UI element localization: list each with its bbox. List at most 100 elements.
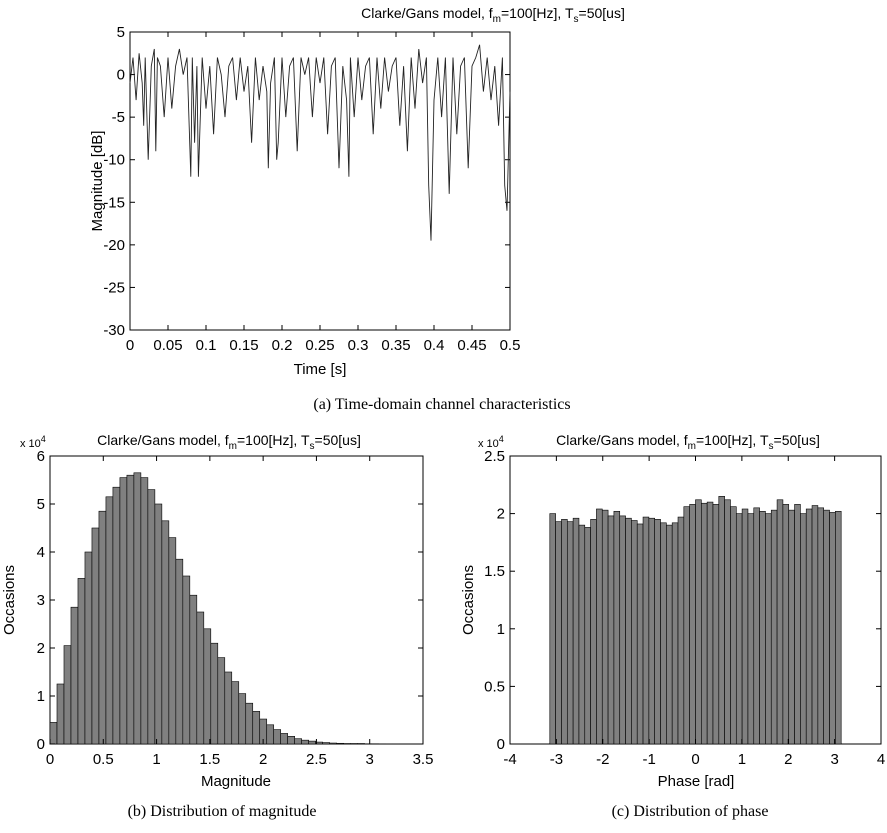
chart-c-bar [771,510,777,744]
chart-c-y-tick-label: 1 [497,621,505,638]
chart-c-x-label: Phase [rad] [658,773,735,790]
chart-a-x-tick-label: 0.1 [196,337,217,354]
chart-a-y-label: Magnitude [dB] [89,131,106,232]
chart-c-bar [713,504,719,744]
chart-a-y-tick-label: -5 [112,109,125,126]
chart-c-y-tick-label: 2 [497,506,505,523]
chart-a-y-tick-label: -20 [103,237,125,254]
chart-c-bar [742,509,748,744]
chart-a-caption: (a) Time-domain channel characteristics [313,396,570,413]
chart-c-bar [707,502,713,744]
chart-b-bar [337,743,344,744]
chart-a-plot-area [130,32,510,330]
chart-c-bar [550,514,556,744]
chart-b-bar [169,538,176,744]
chart-b-y-label: Occasions [1,565,18,635]
chart-a-x-tick-label: 0.05 [153,337,182,354]
chart-c-bar [725,500,731,744]
chart-b-bar [267,725,274,744]
chart-a-x-tick-label: 0.4 [424,337,445,354]
chart-b-bar [288,736,295,744]
chart-b-x-tick-label: 0.5 [93,751,114,768]
chart-c-bar [556,522,562,744]
chart-c-bar [754,508,760,744]
chart-c-x-tick-label: -4 [503,751,516,768]
chart-c-x-tick-label: -2 [596,751,609,768]
chart-b-y-tick-label: 1 [37,688,45,705]
chart-a-x-tick-label: 0.45 [457,337,486,354]
chart-b-bar [274,730,281,744]
chart-c-bar [736,514,742,744]
chart-c-bar [777,500,783,744]
chart-c-bar [573,518,579,744]
chart-c-bar [806,509,812,744]
chart-c-x-tick-label: -3 [550,751,563,768]
chart-a-y-tick-label: 5 [117,24,125,41]
chart-b-x-tick-label: 1 [152,751,160,768]
chart-b-y-tick-label: 0 [37,736,45,753]
chart-c-bar [730,507,736,744]
chart-c-bar [678,517,684,744]
chart-b-x-tick-label: 0 [46,751,54,768]
chart-c-bar [684,507,690,744]
chart-b-bar [127,475,134,744]
chart-a-x-tick-label: 0.15 [229,337,258,354]
chart-c-bar [800,514,806,744]
chart-c-bar [835,511,841,744]
chart-b-bar [204,629,211,744]
chart-b-bar [225,672,232,744]
chart-c-bar [824,510,830,744]
chart-b: x 104 Clarke/Gans model, fm=100[Hz], Ts=… [1,432,433,820]
chart-c-y-label: Occasions [460,565,477,635]
chart-c-bar [661,523,667,744]
chart-a-series-line [130,45,510,241]
chart-c-bar [643,517,649,744]
chart-c-bar [591,519,597,744]
chart-c-y-tick-label: 2.5 [484,448,505,465]
chart-a-y-tick-label: -25 [103,279,125,296]
chart-b-x-tick-label: 3 [366,751,374,768]
chart-c-bar [672,523,678,744]
chart-c-bar [620,516,626,744]
chart-a-y-tick-label: -15 [103,194,125,211]
chart-b-bar [85,552,92,744]
chart-c-x-tick-label: 3 [830,751,838,768]
chart-b-y-tick-label: 6 [37,448,45,465]
chart-c-bar [631,521,637,744]
chart-c: x 104 Clarke/Gans model, fm=100[Hz], Ts=… [460,432,885,820]
chart-c-bar [783,504,789,744]
chart-b-title: Clarke/Gans model, fm=100[Hz], Ts=50[us] [97,432,361,452]
chart-c-bar [649,518,655,744]
chart-c-bar [637,524,643,744]
chart-b-bar [197,612,204,744]
chart-b-bar [295,739,302,744]
chart-c-bar [596,509,602,744]
chart-c-x-tick-label: 2 [784,751,792,768]
chart-a-x-label: Time [s] [294,361,347,378]
chart-b-bar [281,733,288,744]
chart-b-bar [134,473,141,744]
chart-c-title: Clarke/Gans model, fm=100[Hz], Ts=50[us] [556,432,820,452]
chart-a: Clarke/Gans model, fm=100[Hz], Ts=50[us]… [89,5,625,413]
chart-b-x-tick-label: 2 [259,751,267,768]
chart-c-bar [719,496,725,744]
chart-b-bar [155,504,162,744]
chart-b-bar [246,703,253,744]
chart-a-x-tick-label: 0.5 [500,337,521,354]
chart-c-x-tick-label: 4 [877,751,885,768]
chart-c-bar [818,508,824,744]
chart-b-bar [302,740,309,744]
chart-b-bar [218,658,225,744]
chart-b-bar [239,694,246,744]
chart-a-x-tick-label: 0.3 [348,337,369,354]
chart-b-bar [113,487,120,744]
chart-b-bar [64,646,71,744]
chart-b-bar [232,682,239,744]
chart-c-bar [812,506,818,744]
chart-c-bar [602,510,608,744]
chart-c-caption: (c) Distribution of phase [612,803,769,820]
chart-c-bar [789,510,795,744]
chart-b-bar [162,521,169,744]
